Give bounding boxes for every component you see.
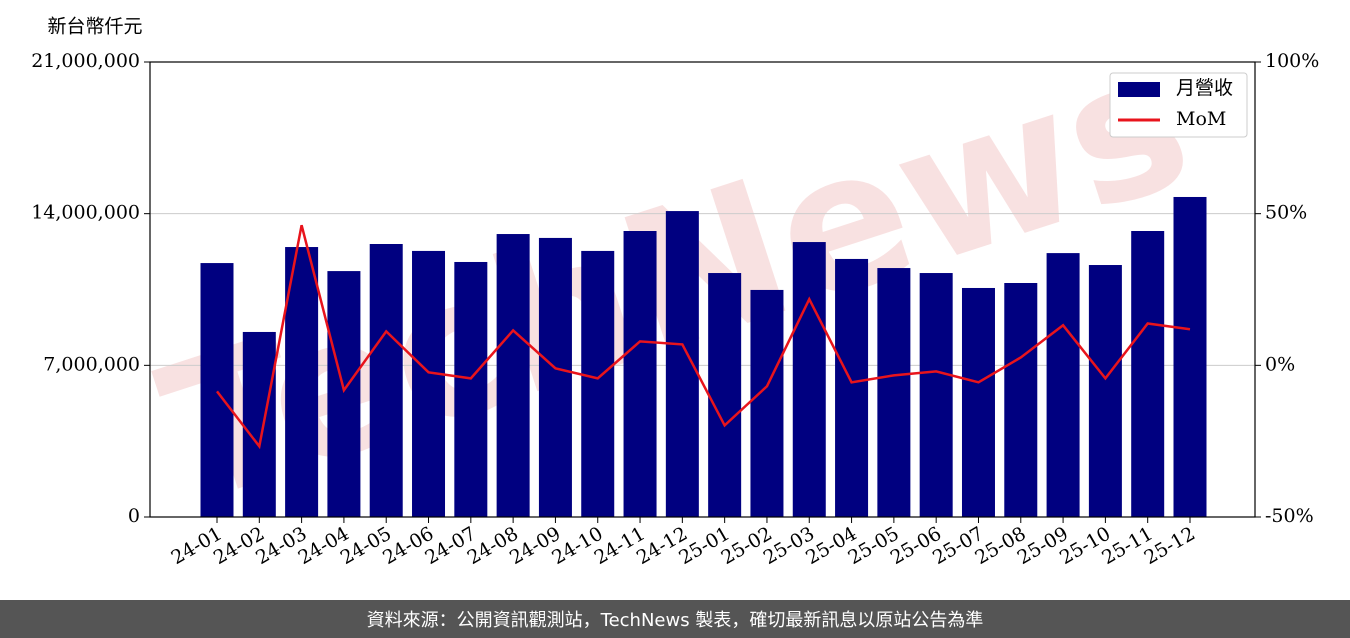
bar xyxy=(538,237,572,517)
bar xyxy=(327,271,361,517)
y2-tick-label: -50% xyxy=(1265,505,1314,527)
y-tick-label: 0 xyxy=(128,505,140,527)
bar xyxy=(877,268,911,517)
legend-label: MoM xyxy=(1176,108,1226,130)
bar xyxy=(412,250,446,517)
mom-line xyxy=(216,224,1191,450)
bar xyxy=(242,331,276,517)
legend-label: 月營收 xyxy=(1176,77,1233,99)
y2-tick-label: 100% xyxy=(1265,50,1319,72)
y-tick-label: 14,000,000 xyxy=(31,202,140,224)
bar xyxy=(454,261,488,517)
legend: 月營收 MoM xyxy=(1109,72,1248,138)
y-unit-label: 新台幣仟元 xyxy=(47,16,142,38)
bar xyxy=(369,244,403,517)
bar xyxy=(919,273,953,517)
bar xyxy=(1004,283,1038,517)
bar xyxy=(200,263,234,517)
y2-tick-label: 0% xyxy=(1265,353,1295,375)
plot-frame xyxy=(149,61,1256,518)
legend-swatch xyxy=(1118,82,1160,97)
bar xyxy=(1088,265,1122,517)
chart: 新台幣仟元 TechNews07,000,00014,000,00021,000… xyxy=(31,9,1319,569)
bar xyxy=(285,247,319,518)
bar xyxy=(496,234,530,518)
bar xyxy=(623,231,657,517)
bar xyxy=(961,287,995,517)
bar xyxy=(1173,196,1207,517)
y2-tick-label: 50% xyxy=(1265,202,1307,224)
bar xyxy=(835,258,869,517)
bar xyxy=(1046,253,1080,517)
bar xyxy=(1131,231,1165,517)
bar xyxy=(750,289,784,517)
bar xyxy=(581,250,615,517)
bar xyxy=(792,242,826,518)
y-tick-label: 21,000,000 xyxy=(31,50,140,72)
y-tick-label: 7,000,000 xyxy=(43,353,140,375)
bar xyxy=(708,273,742,517)
footer: 資料來源：公開資訊觀測站，TechNews 製表，確切最新訊息以原站公告為準 xyxy=(0,600,1350,638)
